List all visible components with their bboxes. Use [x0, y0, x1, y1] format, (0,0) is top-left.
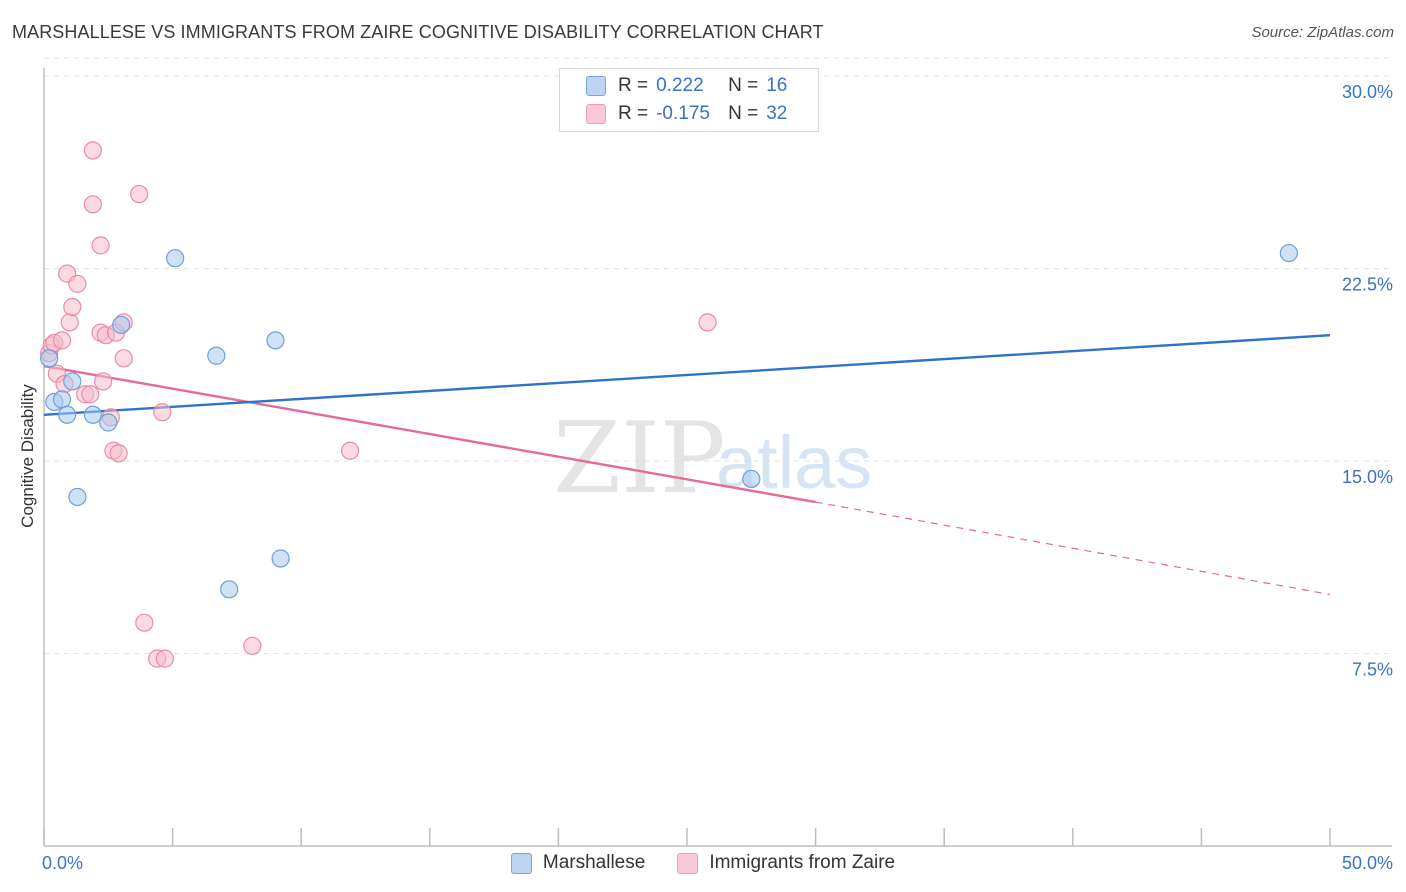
data-point-marshallese	[83, 405, 102, 424]
legend-r-label: R =	[618, 75, 649, 96]
legend-swatch-zaire	[677, 852, 699, 874]
legend-row-marshallese: R = 0.222 N = 16	[586, 75, 787, 97]
legend-item-marshallese[interactable]: Marshallese	[510, 852, 646, 874]
data-point-marshallese	[68, 487, 87, 507]
data-point-zaire	[135, 613, 154, 632]
source-label: Source: ZipAtlas.com	[1251, 24, 1394, 41]
y-tick-label: 15.0%	[1342, 467, 1393, 487]
trend-line-marshallese	[43, 334, 1331, 416]
data-point-marshallese	[220, 580, 239, 599]
y-axis-label: Cognitive Disability	[18, 384, 37, 528]
tick-labels-layer: 7.5% 15.0% 22.5% 30.0% 0.0% 50.0%	[42, 82, 1393, 873]
data-point-zaire	[52, 331, 72, 350]
data-point-zaire	[81, 385, 100, 404]
data-point-marshallese	[271, 549, 290, 568]
legend-label-zaire: Immigrants from Zaire	[709, 852, 896, 873]
data-point-zaire	[91, 236, 110, 255]
watermark: ZIP atlas	[553, 402, 872, 516]
legend-swatch-marshallese	[586, 76, 606, 96]
chart-title: MARSHALLESE VS IMMIGRANTS FROM ZAIRE COG…	[12, 22, 824, 42]
data-point-marshallese	[207, 346, 226, 365]
data-point-zaire	[114, 349, 133, 368]
data-point-zaire	[83, 195, 102, 214]
data-point-marshallese	[742, 469, 761, 489]
data-point-zaire	[698, 313, 717, 332]
points-layer	[40, 141, 1298, 668]
legend-r-value-marshallese: 0.222	[656, 75, 704, 96]
data-point-marshallese	[1279, 243, 1298, 263]
y-tick-label: 7.5%	[1352, 659, 1393, 679]
data-point-zaire	[60, 313, 79, 332]
data-point-zaire	[155, 649, 174, 668]
legend-r-label: R =	[618, 103, 649, 124]
grid-layer	[44, 57, 1392, 654]
x-tick-label: 0.0%	[42, 853, 83, 873]
legend-label-marshallese: Marshallese	[542, 852, 646, 873]
data-point-zaire	[109, 444, 128, 463]
series-legend: Marshallese Immigrants from Zaire	[0, 852, 1406, 874]
watermark-atlas: atlas	[716, 421, 872, 504]
trend-line-zaire	[43, 364, 816, 504]
x-tick-label: 50.0%	[1342, 853, 1393, 873]
legend-n-value-marshallese: 16	[766, 75, 788, 96]
data-point-zaire	[153, 403, 172, 422]
trend-layer	[43, 334, 1331, 596]
y-tick-label: 22.5%	[1342, 274, 1393, 294]
legend-swatch-zaire	[586, 104, 606, 124]
data-point-marshallese	[58, 405, 77, 424]
watermark-zip: ZIP	[553, 402, 726, 516]
data-point-zaire	[94, 372, 113, 391]
legend-swatch-marshallese	[510, 852, 532, 874]
data-point-zaire	[68, 274, 87, 293]
legend-row-zaire: R = -0.175 N = 32	[586, 103, 787, 125]
data-point-marshallese	[52, 390, 72, 409]
data-point-zaire	[130, 184, 149, 204]
y-tick-label: 30.0%	[1342, 82, 1393, 102]
data-point-zaire	[340, 441, 360, 460]
correlation-legend: R = 0.222 N = 16 R = -0.175 N = 32	[559, 68, 819, 132]
data-point-marshallese	[266, 331, 285, 350]
data-point-marshallese	[112, 315, 131, 335]
data-point-zaire	[83, 141, 102, 160]
legend-n-label: N =	[728, 103, 759, 124]
data-point-marshallese	[63, 372, 82, 391]
axes-layer	[43, 68, 1392, 847]
legend-r-value-zaire: -0.175	[656, 103, 710, 124]
legend-item-zaire[interactable]: Immigrants from Zaire	[677, 852, 895, 874]
trend-line-dashed-zaire	[815, 501, 1331, 596]
data-point-zaire	[63, 297, 82, 317]
data-point-marshallese	[166, 249, 185, 268]
data-point-marshallese	[40, 349, 59, 368]
legend-n-value-zaire: 32	[766, 103, 788, 124]
legend-n-label: N =	[728, 75, 759, 96]
data-point-zaire	[243, 636, 262, 655]
data-point-marshallese	[99, 413, 118, 432]
